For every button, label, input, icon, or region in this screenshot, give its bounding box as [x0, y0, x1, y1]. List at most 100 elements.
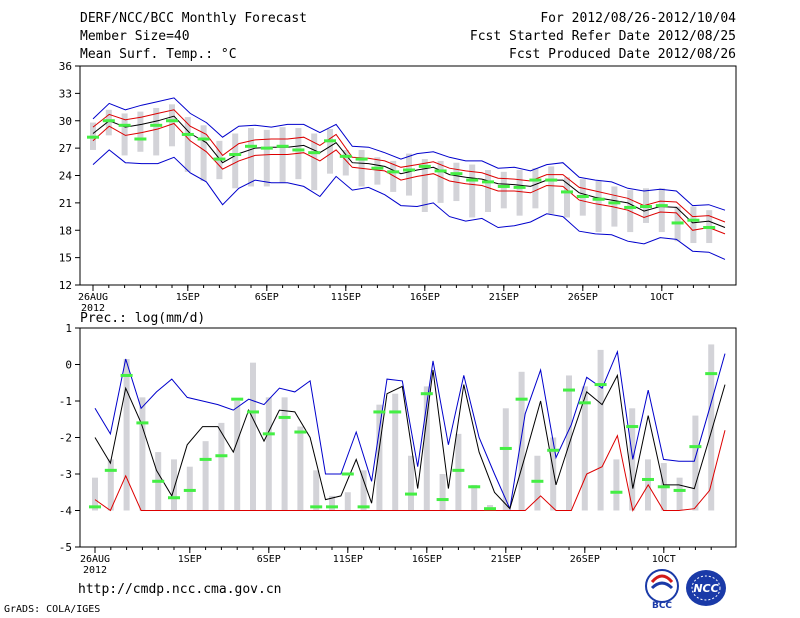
spread-box: [200, 125, 207, 181]
y-tick-label: 30: [59, 115, 72, 128]
forecast-period: For 2012/08/26-2012/10/04: [540, 11, 736, 26]
median-mark: [197, 137, 210, 141]
median-mark: [608, 201, 621, 205]
source-url[interactable]: http://cmdp.ncc.cma.gov.cn: [78, 582, 282, 597]
median-mark: [292, 148, 305, 152]
spread-box: [532, 168, 539, 209]
median-mark: [324, 139, 336, 143]
variable-label: Mean Surf. Temp.: °C: [80, 47, 237, 62]
spread-box: [676, 477, 683, 511]
y-tick-label: 27: [59, 142, 72, 155]
spread-box: [374, 157, 381, 185]
spread-box: [234, 401, 241, 511]
median-mark: [529, 178, 542, 182]
spread-box: [550, 437, 557, 511]
upper-bound-line: [92, 97, 726, 211]
y-tick-label: 33: [59, 87, 72, 100]
spread-box: [516, 170, 523, 216]
median-mark: [450, 172, 463, 176]
median-mark: [215, 454, 228, 458]
lower-bound-line: [92, 149, 726, 260]
y-tick-label: -2: [59, 432, 72, 445]
spread-box: [597, 349, 604, 511]
panel-1: 12 15 18 21 24 27 30 33 36 26AUG 1SEP 6SEP 11SEP 16SE…: [59, 60, 737, 314]
median-mark: [561, 190, 573, 194]
median-mark: [308, 151, 321, 155]
median-mark: [326, 505, 338, 509]
median-mark: [136, 421, 149, 425]
spread-box: [439, 474, 446, 511]
grads-credit: GrADS: COLA/IGES: [4, 604, 101, 615]
spread-box: [471, 484, 478, 511]
spread-box: [629, 408, 636, 511]
spread-box: [250, 362, 256, 511]
median-mark: [642, 477, 654, 481]
median-mark: [262, 432, 275, 436]
x-tick-label: 26AUG: [80, 554, 110, 565]
bcc-logo-text: BCC: [652, 601, 672, 611]
spread-box: [437, 160, 444, 203]
median-mark: [434, 169, 447, 173]
chart-title: DERF/NCC/BCC Monthly Forecast: [80, 11, 307, 26]
y-tick-label: 21: [59, 197, 72, 210]
panel-title: Prec.: log(mm/d): [80, 311, 205, 326]
produced-date: Fcst Produced Date 2012/08/26: [509, 47, 736, 62]
median-mark: [689, 445, 702, 449]
spread-box: [518, 371, 525, 511]
median-mark: [89, 505, 101, 509]
median-mark: [294, 430, 307, 434]
median-mark: [468, 485, 481, 489]
median-mark: [310, 505, 323, 509]
median-mark: [134, 137, 147, 141]
x-tick-label: 6SEP: [257, 554, 281, 565]
x-tick-label: 16SEP: [412, 554, 442, 565]
spread-box: [455, 433, 462, 511]
median-mark: [626, 425, 639, 429]
spread-box: [171, 459, 177, 511]
spread-box: [690, 206, 697, 244]
spread-box: [392, 393, 399, 511]
median-mark: [371, 166, 384, 170]
y-tick-label: -4: [59, 505, 73, 518]
spread-box: [658, 188, 665, 233]
spread-box: [123, 359, 130, 511]
median-mark: [705, 372, 718, 376]
ncc-logo-text: NCC: [693, 582, 718, 595]
median-mark: [482, 180, 494, 184]
spread-box: [297, 426, 304, 511]
median-mark: [229, 153, 242, 157]
x-tick-label: 1SEP: [176, 292, 200, 303]
spread-box: [169, 104, 175, 147]
median-mark: [373, 410, 386, 414]
median-mark: [405, 492, 417, 496]
member-size: Member Size=40: [80, 29, 190, 44]
median-mark: [513, 185, 526, 189]
spread-box: [107, 459, 114, 511]
spread-box: [265, 397, 272, 511]
median-mark: [166, 119, 178, 123]
spread-box: [692, 415, 699, 511]
median-mark: [563, 388, 575, 392]
spread-box: [595, 180, 602, 233]
median-mark: [152, 479, 165, 483]
median-mark: [245, 144, 257, 148]
median-mark: [181, 132, 194, 136]
upper-bound-line: [94, 349, 726, 511]
lower-inner-line: [92, 122, 726, 235]
spread-box: [202, 441, 209, 511]
spread-box: [564, 177, 570, 218]
median-mark: [576, 194, 589, 198]
x-tick-label: 11SEP: [333, 554, 363, 565]
y-tick-label: -3: [59, 468, 72, 481]
median-mark: [339, 154, 352, 158]
spread-box: [232, 133, 239, 189]
spread-box: [581, 386, 588, 511]
spread-box: [390, 160, 397, 192]
spread-box: [708, 344, 715, 511]
x-tick-label: 6SEP: [255, 292, 279, 303]
spread-box: [502, 408, 509, 511]
panel-2: -5 -4 -3 -2 -1 0 1 26AUG 1SEP 6SEP 11SEP 16SEP 21SEP…: [59, 311, 737, 576]
median-mark: [531, 479, 544, 483]
spread-box: [566, 375, 572, 511]
